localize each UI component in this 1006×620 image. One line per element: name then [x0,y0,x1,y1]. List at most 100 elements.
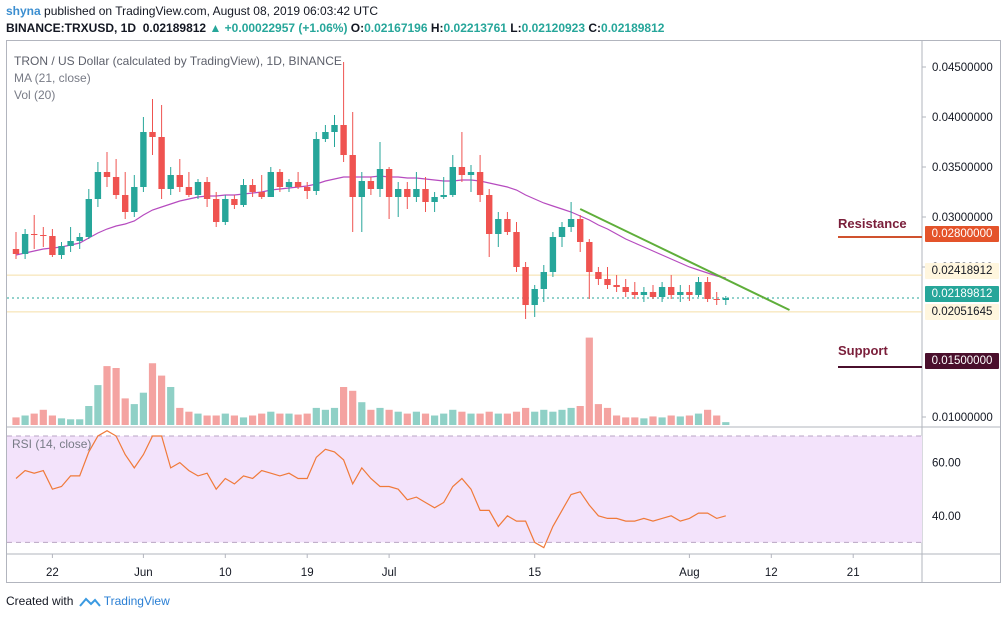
volume-bar [221,413,229,425]
resistance-annotation: Resistance [838,216,907,231]
candle-body [376,169,384,189]
candle-body [613,285,620,287]
ma-legend[interactable]: MA (21, close) [14,71,91,85]
candle-body [85,199,92,237]
candle-body [640,292,648,295]
candle-body [76,237,83,241]
candle-body [349,155,356,197]
candle-body [431,197,438,202]
tradingview-link[interactable]: TradingView [103,594,170,608]
rsi-legend[interactable]: RSI (14, close) [12,437,92,451]
volume-bar [531,411,539,425]
volume-bar [412,411,420,425]
candle-body [522,267,529,305]
volume-bar [649,416,657,425]
candle-body [12,249,20,254]
rsi-tick-label: 40.00 [932,511,961,523]
volume-bar [112,368,120,425]
candle-body [322,132,329,139]
rsi-band [7,435,922,543]
volume-bar [312,407,320,425]
volume-bar [194,413,202,425]
candle-body [440,195,447,197]
chart-frame[interactable] [6,40,1001,583]
volume-bar [121,398,129,425]
candle-body [267,172,274,197]
last-price: 0.02189812 [142,21,207,35]
volume-bar [285,413,293,425]
candle-body [504,219,511,232]
volume-bar [503,413,511,425]
volume-bar [12,417,20,425]
volume-bar [85,406,93,425]
candle-body [94,172,102,199]
volume-bar [540,409,548,425]
volume-bar [585,337,593,425]
candle-body [704,282,711,299]
high-value: 0.02213761 [443,21,507,35]
candle-body [495,219,502,234]
author-name[interactable]: shyna [6,4,41,18]
candle-body [21,234,29,254]
publish-info: shyna published on TradingView.com, Augu… [6,4,378,18]
candle-body [695,282,702,295]
volume-bar [704,409,712,425]
volume-bar [267,411,275,425]
candle-body [422,189,429,202]
volume-bar [330,407,339,425]
volume-bar [421,413,430,425]
volume-bar [458,411,466,425]
candle-body [358,181,365,197]
candle-body [122,195,129,212]
volume-bar [94,385,102,425]
volume-bar [367,409,375,425]
candle-body [367,181,375,189]
candle-body [458,167,466,175]
candle-body [331,125,338,132]
footer: Created with TradingView [6,594,170,608]
volume-bar [167,387,175,425]
price-tick-label: 0.04000000 [932,112,993,124]
volume-bar [722,422,730,425]
candle-body [577,219,584,242]
candle-body [476,172,484,195]
volume-bar [667,415,675,425]
volume-bar [48,415,56,425]
candle-body [67,241,74,246]
rsi-tick-label: 60.00 [932,458,961,470]
volume-bar [103,366,111,425]
lower-level-price-label: 0.02051645 [925,304,999,320]
descending-trendline [579,208,790,311]
volume-bar [321,409,329,425]
low-label: L: [510,21,522,35]
volume-bar [522,407,530,425]
volume-bar [203,415,211,425]
volume-bar [185,411,193,425]
candle-body [395,189,402,197]
volume-bar [485,411,493,425]
volume-bar [303,413,311,425]
volume-bar [694,413,703,425]
candle-body [58,246,65,255]
candle-body [294,182,302,187]
rsi-line [15,430,726,549]
volume-legend[interactable]: Vol (20) [14,88,56,102]
candle-body [276,172,284,187]
volume-bar [658,417,666,425]
candle-body [149,132,156,137]
candle-body [158,137,165,189]
candle-body [222,199,229,222]
price-tick-label: 0.03500000 [932,162,993,174]
volume-bar [440,413,448,425]
volume-bar [512,411,521,425]
volume-bar [376,407,384,425]
candle-body [722,298,729,300]
candle-body [231,199,238,205]
volume-bar [594,404,602,425]
volume-bar [685,415,693,425]
volume-bar [148,363,157,425]
candle-body [567,219,575,227]
candle-body [686,292,693,295]
candle-body [240,185,247,205]
